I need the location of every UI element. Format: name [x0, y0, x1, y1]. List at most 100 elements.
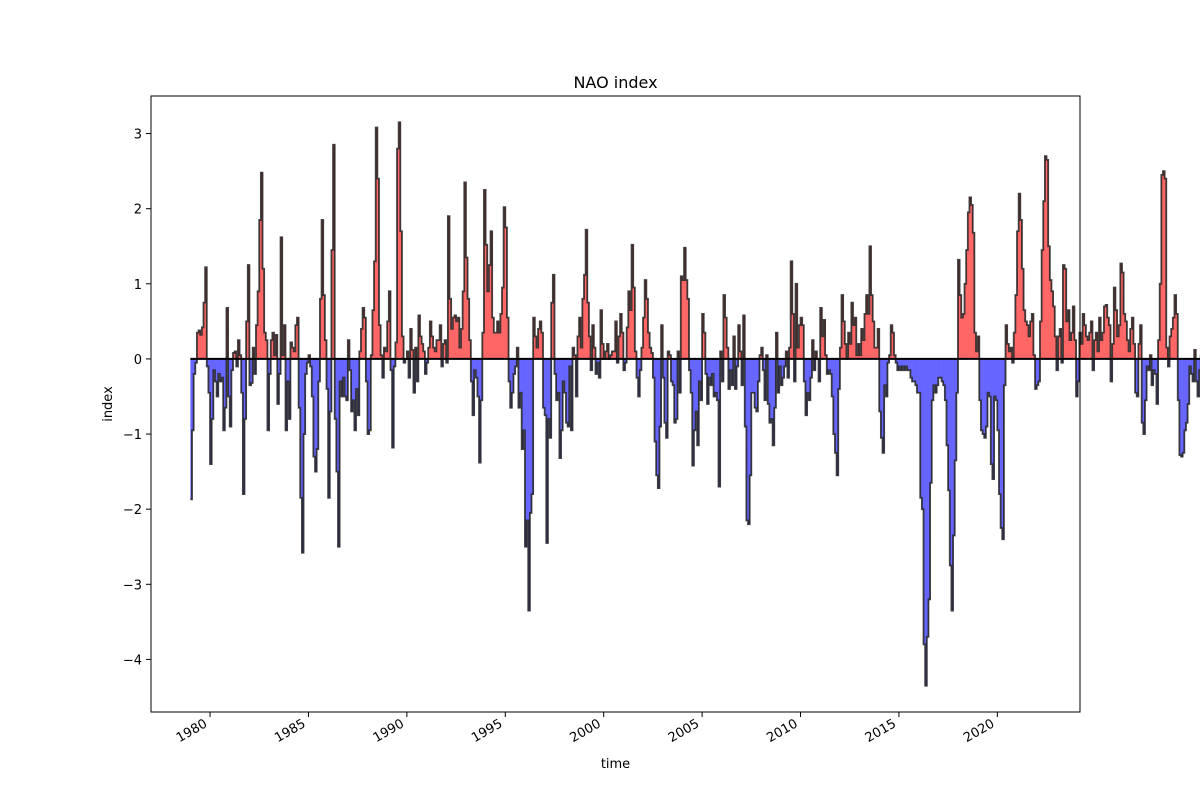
month-bar	[626, 327, 629, 359]
month-bar	[866, 295, 869, 359]
month-bar	[628, 291, 631, 359]
month-bar	[313, 358, 316, 457]
month-bar	[1159, 283, 1162, 359]
month-bar	[1015, 295, 1018, 359]
month-bar	[206, 358, 209, 367]
month-bar	[196, 332, 199, 359]
month-bar	[482, 332, 485, 359]
month-bar	[705, 358, 708, 374]
month-bar	[729, 358, 732, 371]
month-bar	[464, 182, 467, 359]
month-bar	[465, 257, 468, 359]
axes-frame	[150, 95, 1081, 713]
month-bar	[526, 358, 529, 521]
month-bar	[982, 358, 985, 435]
month-bar	[754, 358, 757, 408]
month-bar	[1162, 171, 1165, 359]
month-bar	[539, 321, 542, 359]
month-bar	[751, 358, 754, 393]
month-bar	[1089, 332, 1092, 359]
month-bar	[967, 212, 970, 359]
month-bar	[264, 332, 267, 359]
month-bar	[1161, 174, 1164, 359]
month-bar	[551, 302, 554, 359]
month-bar	[856, 355, 859, 359]
month-bar	[365, 358, 368, 382]
month-bar	[351, 358, 354, 412]
month-bar	[436, 340, 439, 359]
month-bar	[1030, 321, 1033, 359]
month-bar	[428, 347, 431, 359]
month-bar	[1023, 310, 1026, 359]
month-bar	[1084, 325, 1087, 359]
month-bar	[948, 358, 951, 491]
month-bar	[821, 336, 824, 359]
month-bar	[544, 358, 547, 416]
month-bar	[779, 358, 782, 367]
y-tick-label: −4	[123, 653, 142, 668]
month-bar	[923, 358, 926, 645]
month-bar	[1174, 295, 1177, 359]
month-bar	[949, 358, 952, 566]
month-bar	[336, 358, 339, 472]
month-bar	[1080, 343, 1083, 359]
month-bar	[311, 358, 314, 397]
month-bar	[797, 347, 800, 359]
month-bar	[907, 358, 910, 371]
month-bar	[510, 358, 513, 408]
month-bar	[518, 358, 521, 408]
month-bar	[680, 276, 683, 359]
month-bar	[488, 265, 491, 359]
month-bar	[533, 317, 536, 359]
month-bar	[1021, 268, 1024, 359]
month-bar	[287, 358, 290, 382]
month-bar	[759, 355, 762, 359]
month-bar	[359, 351, 362, 359]
y-tick-label: −3	[123, 578, 142, 593]
month-bar	[1135, 358, 1138, 393]
month-bar	[711, 358, 714, 374]
month-bar	[462, 291, 465, 359]
month-bar	[367, 358, 370, 435]
month-bar	[631, 244, 634, 359]
month-bar	[339, 358, 342, 382]
month-bar	[1103, 306, 1106, 359]
month-bar	[672, 358, 675, 386]
month-bar	[935, 358, 937, 393]
month-bar	[915, 358, 918, 386]
month-bar	[190, 358, 193, 500]
month-bar	[716, 358, 719, 401]
month-bar	[201, 327, 204, 359]
month-bar	[688, 358, 691, 371]
month-bar	[221, 358, 224, 378]
month-bar	[319, 298, 322, 359]
month-bar	[807, 358, 810, 393]
month-bar	[656, 358, 659, 476]
month-bar	[980, 358, 983, 431]
month-bar	[223, 358, 226, 431]
month-bar	[798, 325, 801, 359]
month-bar	[938, 358, 941, 378]
month-bar	[1171, 328, 1174, 359]
month-bar	[916, 358, 919, 393]
month-bar	[219, 358, 222, 382]
month-bar	[331, 250, 334, 359]
month-bar	[1189, 358, 1192, 367]
month-bar	[493, 332, 496, 359]
month-bar	[898, 358, 901, 367]
month-bar	[385, 351, 388, 359]
month-bar	[210, 358, 212, 465]
month-bar	[613, 351, 616, 359]
month-bar	[584, 274, 586, 359]
y-axis-title: index	[101, 386, 116, 422]
month-bar	[362, 307, 365, 359]
month-bar	[523, 358, 526, 431]
month-bar	[214, 358, 217, 382]
month-bar	[1185, 358, 1188, 423]
y-tick-label: 3	[134, 128, 142, 143]
month-bar	[477, 358, 480, 397]
month-bar	[1041, 250, 1044, 359]
month-bar	[1169, 336, 1172, 359]
month-bar	[744, 358, 747, 427]
month-bar	[326, 358, 329, 389]
